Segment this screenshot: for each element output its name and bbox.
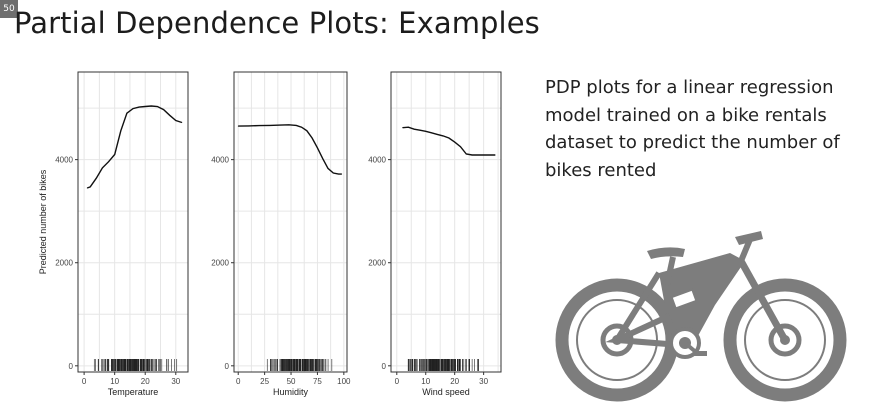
y-tick-label: 4000 bbox=[55, 156, 73, 165]
x-axis-label: Humidity bbox=[273, 387, 309, 397]
slide-number-badge: 50 bbox=[0, 0, 18, 18]
x-tick-label: 0 bbox=[236, 377, 241, 386]
pdp-point bbox=[157, 106, 158, 107]
pdp-point bbox=[317, 147, 318, 149]
x-tick-label: 20 bbox=[450, 377, 459, 386]
y-tick-label: 0 bbox=[69, 362, 74, 371]
pdp-point bbox=[442, 135, 444, 137]
pdp-line bbox=[86, 105, 183, 189]
x-tick-label: 0 bbox=[82, 377, 87, 386]
x-axis-label: Temperature bbox=[108, 387, 159, 397]
pdp-point bbox=[295, 124, 297, 126]
pdp-point bbox=[338, 173, 339, 175]
x-tick-label: 75 bbox=[313, 377, 322, 386]
pdp-line bbox=[238, 124, 342, 175]
x-tick-label: 50 bbox=[287, 377, 296, 386]
x-tick-label: 20 bbox=[141, 377, 150, 386]
y-tick-label: 4000 bbox=[368, 156, 386, 165]
pdp-point bbox=[341, 173, 343, 175]
slide-description: PDP plots for a linear regression model … bbox=[545, 74, 863, 184]
x-tick-label: 10 bbox=[421, 377, 430, 386]
pdp-point bbox=[237, 125, 239, 127]
pdp-point bbox=[144, 106, 146, 107]
bicycle-icon bbox=[555, 231, 847, 402]
pdp-point bbox=[269, 124, 271, 126]
y-tick-label: 0 bbox=[225, 362, 230, 371]
y-tick-label: 2000 bbox=[368, 259, 386, 268]
description-line-3: dataset to predict the number of bbox=[545, 132, 840, 153]
pdp-point bbox=[477, 154, 479, 156]
pdp-point bbox=[138, 106, 140, 108]
pdp-line bbox=[402, 126, 496, 156]
x-tick-label: 0 bbox=[395, 377, 400, 386]
y-tick-label: 0 bbox=[382, 362, 387, 371]
pdp-point bbox=[402, 127, 403, 129]
pdp-point bbox=[86, 187, 88, 189]
pdp-point bbox=[327, 167, 329, 169]
pdp-point bbox=[169, 114, 171, 116]
pdp-point bbox=[150, 105, 152, 107]
description-line-4: bikes rented bbox=[545, 159, 657, 181]
pdp-point bbox=[483, 154, 485, 156]
x-tick-label: 100 bbox=[337, 377, 351, 386]
pdp-point bbox=[448, 137, 450, 139]
pdp-point bbox=[301, 126, 302, 128]
pdp-point bbox=[120, 130, 122, 132]
x-axis-label: Wind speed bbox=[422, 387, 470, 397]
x-tick-label: 30 bbox=[479, 377, 488, 386]
description-line-2: model trained on a bike rentals bbox=[545, 104, 827, 126]
pdp-point bbox=[413, 128, 415, 130]
pdp-point bbox=[126, 112, 128, 114]
pdp-point bbox=[288, 124, 290, 126]
x-tick-label: 30 bbox=[171, 377, 180, 386]
x-tick-label: 25 bbox=[260, 377, 269, 386]
pdp-point bbox=[471, 154, 473, 156]
pdp-point bbox=[332, 172, 334, 174]
pdp-point bbox=[322, 158, 324, 159]
pdp-point bbox=[407, 126, 409, 128]
pdp-point bbox=[306, 130, 308, 132]
pdp-point bbox=[431, 132, 432, 134]
pdp-point bbox=[163, 109, 164, 111]
pdp-point bbox=[102, 167, 103, 169]
panel-border bbox=[233, 71, 348, 373]
pdp-point bbox=[248, 125, 250, 127]
pdp-point bbox=[454, 141, 456, 143]
pdp-point bbox=[181, 122, 183, 123]
y-tick-label: 2000 bbox=[55, 259, 73, 268]
pdp-point bbox=[108, 161, 109, 163]
description-line-1: PDP plots for a linear regression bbox=[545, 77, 834, 98]
pdp-point bbox=[132, 108, 134, 109]
panel-border bbox=[390, 71, 502, 373]
pdp-point bbox=[95, 177, 97, 179]
pdp-point bbox=[436, 133, 438, 135]
y-tick-label: 2000 bbox=[211, 259, 229, 268]
pdp-point bbox=[465, 153, 467, 155]
pdp-point bbox=[258, 125, 260, 127]
bicycle-drawing bbox=[555, 231, 847, 402]
slide-title: Partial Dependence Plots: Examples bbox=[14, 6, 540, 40]
y-axis-label: Predicted number of bikes bbox=[38, 169, 48, 274]
pdp-point bbox=[311, 137, 313, 139]
pdp-point bbox=[419, 129, 421, 131]
pdp-point bbox=[114, 154, 116, 155]
pdp-point bbox=[280, 124, 281, 126]
pdp-point bbox=[175, 120, 177, 121]
pdp-point bbox=[489, 154, 490, 156]
pdp-point bbox=[494, 154, 496, 156]
y-tick-label: 4000 bbox=[211, 156, 229, 165]
panel-border bbox=[77, 71, 189, 373]
x-tick-label: 10 bbox=[110, 377, 119, 386]
pdp-point bbox=[425, 130, 427, 132]
pdp-point bbox=[460, 146, 461, 148]
pdp-point bbox=[89, 186, 91, 188]
